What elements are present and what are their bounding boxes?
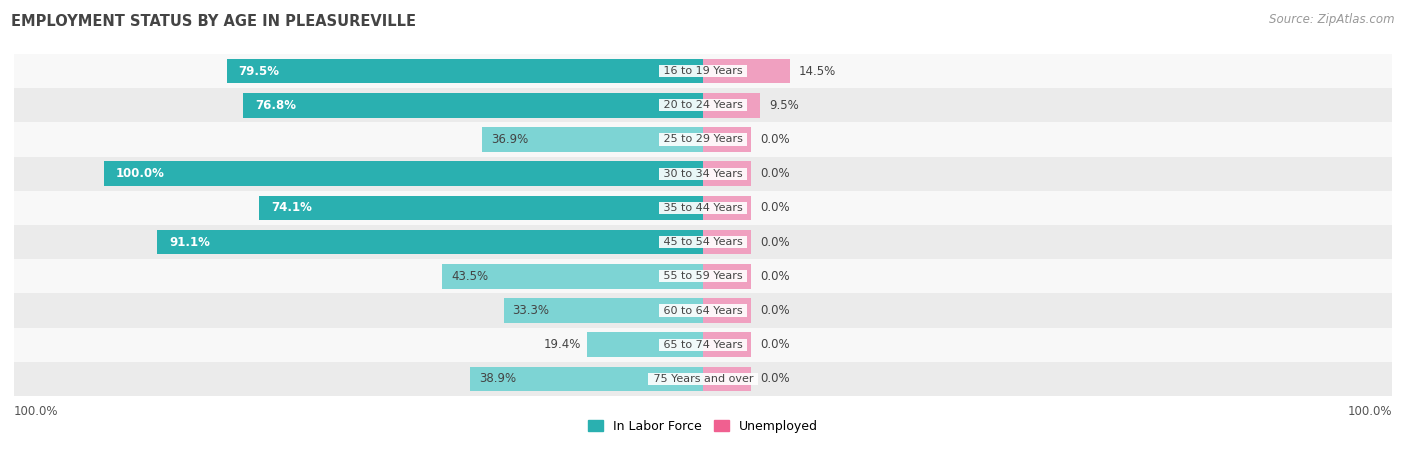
Bar bbox=[703, 264, 751, 288]
Text: 0.0%: 0.0% bbox=[759, 202, 790, 214]
Text: 25 to 29 Years: 25 to 29 Years bbox=[659, 135, 747, 144]
Bar bbox=[226, 59, 703, 83]
Bar bbox=[703, 127, 751, 152]
Text: 0.0%: 0.0% bbox=[759, 338, 790, 351]
Text: 0.0%: 0.0% bbox=[759, 133, 790, 146]
Text: 60 to 64 Years: 60 to 64 Years bbox=[659, 306, 747, 315]
Bar bbox=[703, 333, 751, 357]
Bar bbox=[14, 54, 1392, 88]
Text: 0.0%: 0.0% bbox=[759, 236, 790, 248]
Bar bbox=[14, 191, 1392, 225]
Text: 36.9%: 36.9% bbox=[491, 133, 529, 146]
Text: 19.4%: 19.4% bbox=[543, 338, 581, 351]
Text: 0.0%: 0.0% bbox=[759, 270, 790, 283]
Bar bbox=[14, 362, 1392, 396]
Bar bbox=[703, 367, 751, 391]
Bar bbox=[14, 157, 1392, 191]
Bar bbox=[482, 127, 703, 152]
Text: 74.1%: 74.1% bbox=[271, 202, 312, 214]
Text: 45 to 54 Years: 45 to 54 Years bbox=[659, 237, 747, 247]
Text: 91.1%: 91.1% bbox=[169, 236, 209, 248]
Bar bbox=[586, 333, 703, 357]
Text: 55 to 59 Years: 55 to 59 Years bbox=[659, 271, 747, 281]
Text: 100.0%: 100.0% bbox=[14, 405, 59, 418]
Bar bbox=[703, 196, 751, 220]
Text: 100.0%: 100.0% bbox=[115, 167, 165, 180]
Text: 76.8%: 76.8% bbox=[254, 99, 295, 112]
Bar bbox=[703, 59, 790, 83]
Bar bbox=[14, 225, 1392, 259]
Bar bbox=[104, 162, 703, 186]
Text: 20 to 24 Years: 20 to 24 Years bbox=[659, 100, 747, 110]
Bar bbox=[443, 264, 703, 288]
Text: 35 to 44 Years: 35 to 44 Years bbox=[659, 203, 747, 213]
Text: EMPLOYMENT STATUS BY AGE IN PLEASUREVILLE: EMPLOYMENT STATUS BY AGE IN PLEASUREVILL… bbox=[11, 14, 416, 28]
Text: 16 to 19 Years: 16 to 19 Years bbox=[659, 66, 747, 76]
Bar bbox=[470, 367, 703, 391]
Text: 14.5%: 14.5% bbox=[799, 65, 837, 77]
Bar bbox=[14, 293, 1392, 328]
Text: 38.9%: 38.9% bbox=[479, 373, 516, 385]
Text: 0.0%: 0.0% bbox=[759, 304, 790, 317]
Text: 0.0%: 0.0% bbox=[759, 167, 790, 180]
Text: 0.0%: 0.0% bbox=[759, 373, 790, 385]
Legend: In Labor Force, Unemployed: In Labor Force, Unemployed bbox=[583, 414, 823, 438]
Bar bbox=[14, 328, 1392, 362]
Text: Source: ZipAtlas.com: Source: ZipAtlas.com bbox=[1270, 14, 1395, 27]
Text: 30 to 34 Years: 30 to 34 Years bbox=[659, 169, 747, 179]
Bar bbox=[703, 298, 751, 323]
Text: 9.5%: 9.5% bbox=[769, 99, 799, 112]
Text: 65 to 74 Years: 65 to 74 Years bbox=[659, 340, 747, 350]
Bar bbox=[703, 162, 751, 186]
Bar bbox=[259, 196, 703, 220]
Text: 79.5%: 79.5% bbox=[239, 65, 280, 77]
Bar bbox=[14, 122, 1392, 157]
Bar bbox=[703, 93, 759, 117]
Text: 100.0%: 100.0% bbox=[1347, 405, 1392, 418]
Text: 43.5%: 43.5% bbox=[451, 270, 488, 283]
Bar bbox=[157, 230, 703, 254]
Bar bbox=[14, 88, 1392, 122]
Bar bbox=[503, 298, 703, 323]
Text: 75 Years and over: 75 Years and over bbox=[650, 374, 756, 384]
Bar bbox=[14, 259, 1392, 293]
Bar bbox=[243, 93, 703, 117]
Bar bbox=[703, 230, 751, 254]
Text: 33.3%: 33.3% bbox=[513, 304, 550, 317]
